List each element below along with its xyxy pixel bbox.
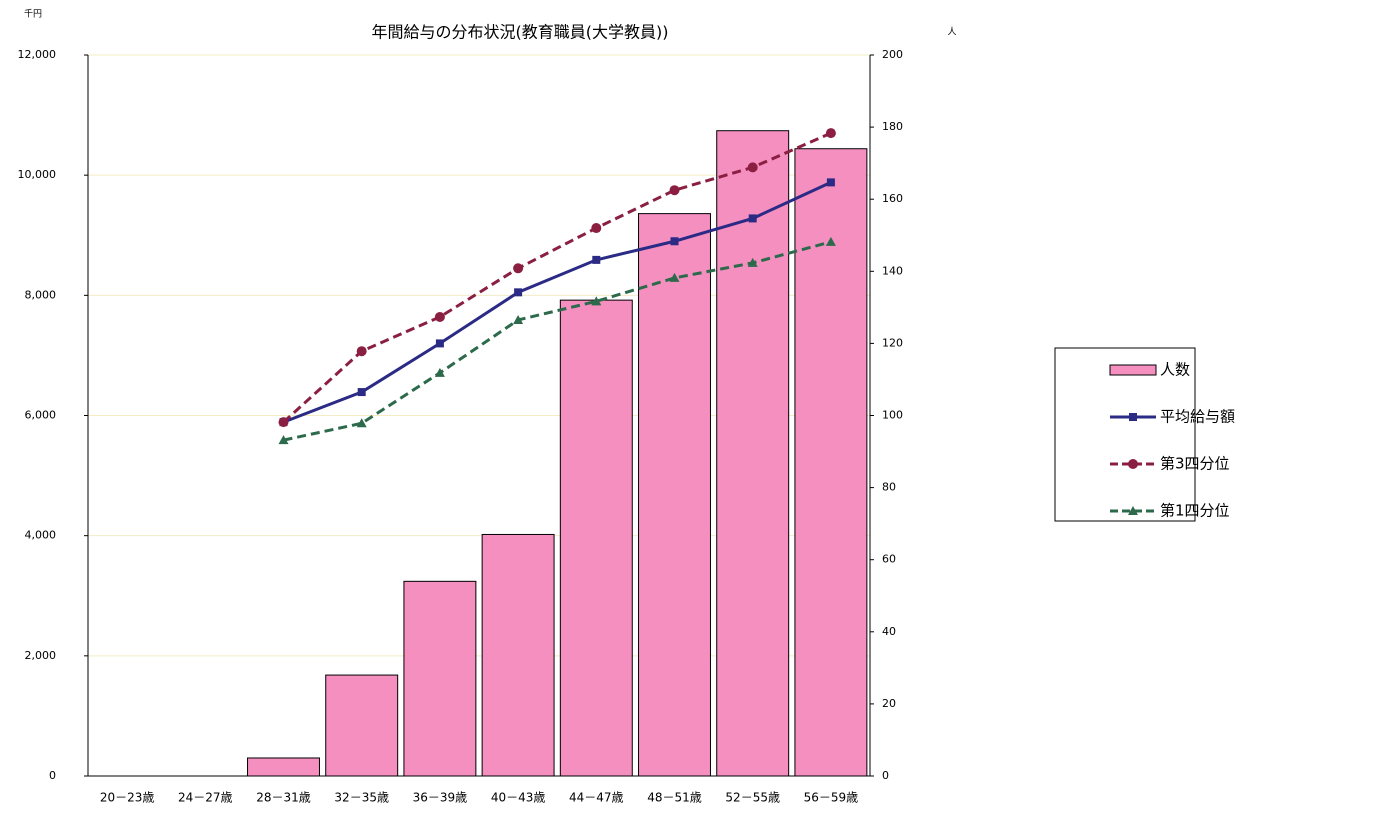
y2-tick-label: 100 [882,409,903,422]
bar [481,533,555,777]
line [282,131,832,424]
marker [592,255,601,264]
x-tick-label: 52－55歳 [725,791,780,805]
y2-tick-label: 40 [882,625,896,638]
marker [513,263,524,274]
legend-marker [1128,506,1138,515]
bar [638,213,711,777]
marker [434,367,445,377]
y2-tick-label: 160 [882,192,903,205]
marker [591,296,602,306]
marker [748,214,757,223]
x-tick-label: 24－27歳 [178,791,233,805]
y2-tick-label: 20 [882,697,896,710]
marker [826,178,835,187]
bar [247,757,320,777]
marker [825,128,836,139]
y2-tick-label: 120 [882,336,903,349]
chart-title: 年間給与の分布状況(教育職員(大学教員)) [372,23,669,42]
marker [514,288,523,297]
y2-tick-label: 200 [882,48,903,61]
y2-unit: 人 [947,27,956,38]
bar [325,674,399,777]
marker [747,162,758,173]
legend-swatch [1109,364,1157,376]
x-tick-label: 48－51歳 [647,791,702,805]
bar [403,580,477,777]
y2-tick-label: 180 [882,120,903,133]
marker [356,346,367,357]
marker [278,435,289,445]
line [283,240,832,442]
marker [591,223,602,234]
y-tick-label: 8,000 [25,288,57,301]
x-tick-label: 56－59歳 [804,791,859,805]
legend-box [1054,347,1196,522]
bars [88,54,870,777]
x-tick-label: 36－39歳 [413,791,468,805]
y-tick-label: 6,000 [25,409,57,422]
marker [356,418,367,428]
y-tick-label: 4,000 [25,529,57,542]
legend-marker [1128,459,1138,469]
y2-tick-label: 140 [882,264,903,277]
marker [434,311,445,322]
y-tick-label: 2,000 [25,649,57,662]
y2-tick-label: 80 [882,481,896,494]
marker [278,417,289,428]
y-tick-label: 12,000 [18,48,57,61]
marker [435,339,444,348]
legend-label: 人数 [1160,361,1190,379]
bar [794,148,868,777]
x-tick-label: 28－31歳 [256,791,311,805]
marker [513,314,524,324]
x-tick-label: 40－43歳 [491,791,546,805]
line [282,181,832,424]
marker [825,236,836,246]
y2-tick-label: 0 [882,769,889,782]
marker [357,388,366,397]
marker [747,257,758,267]
legend-label: 第1四分位 [1160,502,1230,520]
lines [278,128,836,445]
x-tick-label: 44－47歳 [569,791,624,805]
y-tick-label: 0 [49,769,56,782]
y2-tick-label: 60 [882,553,896,566]
bar [716,130,790,777]
bar [559,299,633,777]
legend-label: 平均給与額 [1160,408,1235,426]
marker [669,185,680,196]
marker [669,272,680,282]
x-tick-label: 20－23歳 [100,791,155,805]
x-tick-label: 32－35歳 [334,791,389,805]
y-tick-label: 10,000 [18,168,57,181]
y-unit: 千円 [24,9,42,20]
legend-label: 第3四分位 [1160,455,1230,473]
legend-marker [1129,413,1137,421]
marker [670,237,679,246]
